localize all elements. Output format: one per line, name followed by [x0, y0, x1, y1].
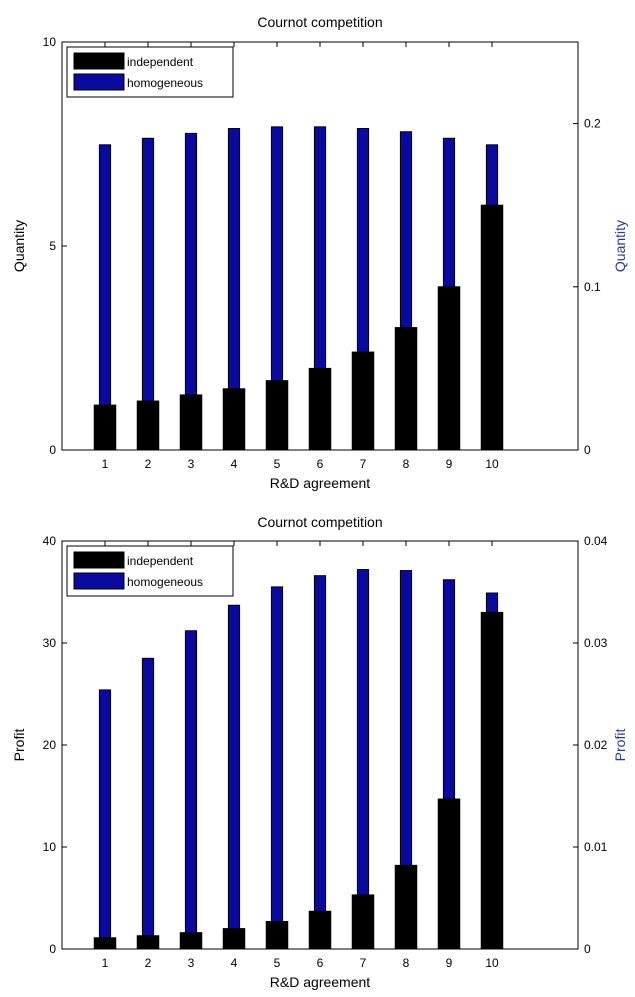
x-tick-label: 4	[231, 956, 238, 970]
bar-independent	[394, 864, 418, 950]
y-right-tick-label: 0.01	[584, 840, 608, 854]
x-tick-label: 8	[403, 956, 410, 970]
legend-label-homogeneous: homogeneous	[127, 575, 203, 589]
x-tick-label: 9	[446, 956, 453, 970]
y-left-tick-label: 10	[43, 840, 57, 854]
bar-homogeneous	[98, 689, 112, 950]
y-right-tick-label: 0	[584, 942, 591, 956]
y-left-tick-label: 10	[43, 35, 57, 49]
y-right-tick-label: 0.2	[584, 117, 601, 131]
y-left-tick-label: 0	[49, 443, 56, 457]
legend-swatch-independent	[73, 52, 125, 70]
bar-independent	[308, 367, 332, 451]
bar-independent	[437, 286, 461, 451]
bar-independent	[351, 894, 375, 950]
bar-independent	[437, 798, 461, 950]
bar-homogeneous	[141, 657, 155, 950]
x-tick-label: 8	[403, 457, 410, 471]
x-tick-label: 2	[145, 457, 152, 471]
y-left-tick-label: 40	[43, 534, 57, 548]
x-tick-label: 3	[188, 956, 195, 970]
y-right-axis-label: Quantity	[612, 220, 628, 272]
legend-swatch-independent	[73, 551, 125, 569]
y-left-axis-label: Profit	[11, 729, 27, 762]
chart-title: Cournot competition	[257, 14, 382, 30]
x-tick-label: 5	[274, 457, 281, 471]
legend-label-independent: independent	[127, 554, 194, 568]
bar-homogeneous	[227, 604, 241, 950]
bar-homogeneous	[270, 586, 284, 950]
legend-label-independent: independent	[127, 55, 194, 69]
y-right-axis-label: Profit	[612, 729, 628, 762]
y-left-tick-label: 0	[49, 942, 56, 956]
bar-independent	[351, 351, 375, 451]
y-right-tick-label: 0.1	[584, 280, 601, 294]
bar-independent	[93, 404, 117, 451]
x-tick-label: 7	[360, 457, 367, 471]
x-tick-label: 2	[145, 956, 152, 970]
chart-quantity: Cournot competition 1 2 3 4 5 6 7 8 9 10 0 5 10 0 0.1 0.…	[11, 14, 628, 491]
x-tick-label: 10	[485, 457, 499, 471]
bar-homogeneous	[356, 569, 370, 950]
x-tick-label: 10	[485, 956, 499, 970]
legend-swatch-homogeneous	[73, 73, 125, 91]
bar-independent	[265, 380, 289, 451]
x-tick-label: 1	[102, 457, 109, 471]
y-left-axis-label: Quantity	[11, 220, 27, 272]
y-right-tick-label: 0.04	[584, 534, 608, 548]
bar-homogeneous	[313, 575, 327, 950]
x-tick-label: 7	[360, 956, 367, 970]
bar-independent	[222, 388, 246, 451]
y-left-tick-label: 20	[43, 738, 57, 752]
y-right-tick-label: 0	[584, 443, 591, 457]
legend-label-homogeneous: homogeneous	[127, 76, 203, 90]
x-tick-label: 1	[102, 956, 109, 970]
legend-swatch-homogeneous	[73, 572, 125, 590]
x-tick-label: 6	[317, 457, 324, 471]
x-tick-label: 6	[317, 956, 324, 970]
x-axis-label: R&D agreement	[270, 475, 370, 491]
y-left-tick-label: 30	[43, 636, 57, 650]
chart-profit: Cournot competition 1 2 3 4 5 6 7 8 9 10 0 10 20 30 40 0…	[11, 514, 628, 990]
x-tick-label: 9	[446, 457, 453, 471]
x-tick-label: 5	[274, 956, 281, 970]
x-axis-label: R&D agreement	[270, 974, 370, 990]
bar-independent	[480, 204, 504, 451]
bar-homogeneous	[98, 144, 112, 451]
x-tick-label: 3	[188, 457, 195, 471]
x-tick-label: 4	[231, 457, 238, 471]
y-left-tick-label: 5	[49, 239, 56, 253]
y-right-tick-label: 0.02	[584, 738, 608, 752]
y-right-tick-label: 0.03	[584, 636, 608, 650]
chart-title: Cournot competition	[257, 514, 382, 530]
bar-homogeneous	[184, 630, 198, 950]
bar-independent	[136, 400, 160, 451]
bar-independent	[394, 327, 418, 451]
bar-independent	[179, 394, 203, 451]
bar-independent	[480, 611, 504, 950]
bar-independent	[308, 910, 332, 950]
